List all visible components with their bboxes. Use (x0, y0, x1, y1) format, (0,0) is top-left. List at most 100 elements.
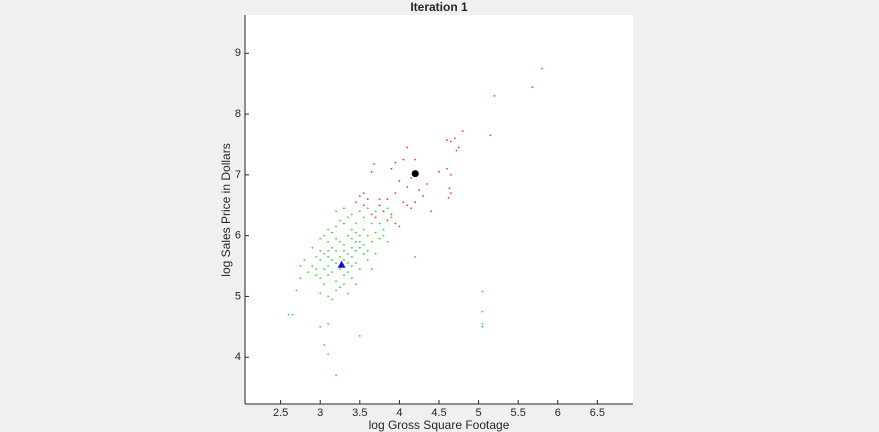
chart-title: Iteration 1 (410, 0, 468, 14)
point (343, 207, 345, 210)
point (394, 161, 397, 164)
point (327, 322, 330, 325)
point (339, 268, 341, 270)
point (449, 173, 452, 176)
point (339, 240, 341, 243)
point (449, 192, 452, 194)
plot-area (245, 15, 633, 404)
x-tick-label: 6.5 (590, 407, 605, 419)
point (350, 246, 353, 249)
point (489, 134, 492, 137)
point (327, 295, 330, 298)
point (315, 274, 318, 277)
point (347, 216, 349, 219)
point (331, 259, 334, 261)
centroid (337, 260, 346, 268)
y-axis-label: log Sales Price in Dollars (219, 143, 233, 276)
point (493, 94, 496, 97)
point (461, 130, 464, 132)
x-tick-label: 5 (476, 407, 482, 419)
point (422, 195, 425, 198)
x-tick-label: 2.5 (273, 407, 288, 419)
point (541, 67, 543, 70)
point (531, 86, 534, 89)
point (446, 167, 448, 170)
y-tick-label: 7 (235, 169, 241, 181)
point (366, 259, 369, 261)
point (378, 204, 381, 207)
point (354, 283, 357, 286)
point (382, 228, 385, 231)
point (402, 201, 405, 204)
point (335, 280, 337, 283)
point (327, 353, 330, 356)
y-tick-label: 9 (235, 47, 241, 59)
point (327, 240, 330, 243)
y-tick-label: 5 (235, 290, 241, 302)
point (327, 249, 330, 252)
point (378, 198, 381, 201)
point (457, 146, 460, 149)
x-tick-label: 3.5 (352, 407, 367, 419)
point (366, 234, 369, 237)
point (350, 237, 353, 240)
point (315, 268, 318, 270)
point (327, 274, 330, 277)
point (481, 290, 484, 293)
point (362, 192, 365, 194)
point (335, 225, 337, 228)
point (382, 210, 385, 213)
point (350, 256, 353, 258)
point (335, 210, 337, 213)
point (358, 268, 361, 270)
x-tick-label: 4.5 (431, 407, 446, 419)
point (370, 213, 373, 216)
point (307, 271, 310, 274)
point (370, 170, 373, 173)
point (430, 210, 432, 213)
point (358, 240, 361, 243)
point (335, 289, 337, 292)
point (406, 146, 409, 149)
point (438, 170, 440, 173)
x-tick-label: 4 (396, 407, 402, 419)
point (335, 374, 337, 377)
point (362, 204, 365, 207)
point (323, 252, 326, 255)
point (319, 237, 322, 240)
point (335, 249, 337, 252)
point (449, 140, 452, 143)
point (347, 262, 349, 264)
point (398, 180, 401, 182)
point (390, 167, 393, 170)
point (358, 246, 361, 249)
point (358, 210, 361, 213)
point (366, 207, 369, 210)
point (331, 298, 334, 301)
point (406, 186, 409, 188)
point (319, 277, 322, 280)
point (343, 243, 345, 246)
point (311, 265, 314, 267)
point (319, 249, 322, 252)
point (343, 283, 345, 286)
point (414, 256, 417, 258)
point (406, 204, 409, 207)
y-tick-label: 6 (235, 230, 241, 242)
point (448, 187, 451, 190)
point (390, 216, 393, 219)
point (426, 183, 429, 185)
point (481, 325, 484, 328)
point (414, 201, 417, 204)
point (335, 262, 337, 264)
point (335, 237, 337, 240)
point (394, 222, 397, 225)
point (323, 268, 326, 270)
point (331, 246, 334, 249)
point (327, 228, 330, 231)
x-axis-label: log Gross Square Footage (369, 418, 510, 432)
x-tick-label: 5.5 (511, 407, 526, 419)
point (358, 234, 361, 237)
x-tick-label: 6 (555, 407, 561, 419)
